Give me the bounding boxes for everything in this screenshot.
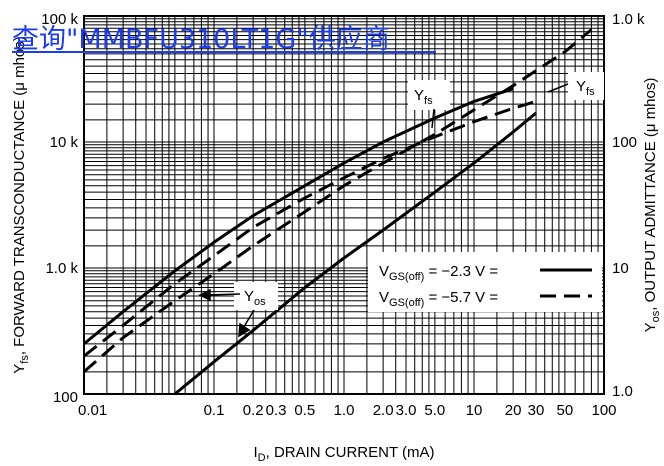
plot-grid bbox=[84, 16, 604, 394]
y-left-tick-labels: 100 1.0 k 10 k 100 k bbox=[41, 11, 78, 406]
annotation-box bbox=[568, 72, 604, 100]
y-right-tick-label: 100 bbox=[612, 134, 637, 151]
y-right-tick-label: 1.0 bbox=[612, 383, 633, 400]
x-tick-label: 30 bbox=[528, 402, 545, 419]
y-right-tick-label: 1.0 k bbox=[612, 11, 645, 28]
x-tick-label: 5.0 bbox=[424, 402, 445, 419]
x-tick-labels: 0.01 0.1 0.2 0.3 0.5 1.0 2.0 3.0 5.0 10 20 30 50 100 bbox=[78, 402, 617, 419]
y-left-tick-label: 100 bbox=[53, 389, 78, 406]
watermark-text[interactable]: 查询"MMBFU310LT1G"供应商 bbox=[12, 24, 390, 55]
annotation-yfs-right: Yfs bbox=[568, 72, 604, 100]
y-left-tick-label: 10 k bbox=[50, 134, 79, 151]
series-line-0 bbox=[83, 87, 514, 346]
annotation-yos: Yos bbox=[234, 282, 278, 310]
legend-entry-dashed: VGS(off) = −5.7 V = bbox=[379, 289, 498, 309]
x-axis-label: ID, DRAIN CURRENT (mA) bbox=[253, 444, 434, 464]
annotation-box bbox=[408, 80, 450, 110]
leader-yos-to-dashed bbox=[205, 293, 241, 296]
curves bbox=[83, 28, 593, 396]
annotation-yos-label: Yos bbox=[244, 288, 266, 308]
leader-yfs-left bbox=[431, 108, 435, 129]
legend: VGS(off) = −2.3 V = VGS(off) = −5.7 V = bbox=[368, 252, 602, 312]
y-left-axis-label: Yfs, FORWARD TRANSCONDUCTANCE (μ mhos) bbox=[11, 36, 31, 374]
y-left-tick-label: 1.0 k bbox=[45, 260, 78, 277]
x-tick-label: 50 bbox=[557, 402, 574, 419]
x-tick-label: 0.01 bbox=[78, 402, 107, 419]
series-line-1 bbox=[83, 99, 537, 358]
x-tick-label: 20 bbox=[505, 402, 522, 419]
legend-entry-solid: VGS(off) = −2.3 V = bbox=[379, 263, 498, 283]
y-right-tick-labels: 1.0 10 100 1.0 k bbox=[612, 11, 645, 400]
x-tick-label: 2.0 bbox=[373, 402, 394, 419]
watermark-link[interactable]: 查询"MMBFU310LT1G"供应商 bbox=[12, 24, 436, 55]
annotation-box bbox=[234, 282, 278, 310]
arrow-head-yos-solid bbox=[238, 322, 251, 338]
series-line-3 bbox=[83, 28, 593, 373]
annotation-yfs-right-label: Yfs bbox=[576, 78, 595, 98]
y-left-tick-label: 100 k bbox=[41, 11, 78, 28]
plot-frame bbox=[83, 15, 605, 395]
annotation-yfs-left-label: Yfs bbox=[414, 87, 433, 107]
series-line-2 bbox=[173, 111, 537, 396]
annotation-leaders bbox=[198, 83, 569, 338]
leader-yfs-right bbox=[547, 83, 569, 93]
x-tick-label: 1.0 bbox=[334, 402, 355, 419]
x-tick-label: 0.3 bbox=[266, 402, 287, 419]
arrow-head-yos-dashed bbox=[198, 288, 211, 302]
x-tick-label: 0.1 bbox=[204, 402, 225, 419]
legend-box bbox=[368, 252, 602, 312]
x-tick-label: 100 bbox=[591, 402, 616, 419]
x-tick-label: 0.5 bbox=[294, 402, 315, 419]
x-tick-label: 3.0 bbox=[396, 402, 417, 419]
y-right-axis-label: Yos, OUTPUT ADMITTANCE (μ mhos) bbox=[642, 78, 662, 333]
y-right-tick-label: 10 bbox=[612, 260, 629, 277]
annotation-yfs-left: Yfs bbox=[408, 80, 450, 110]
x-tick-label: 10 bbox=[466, 402, 483, 419]
x-tick-label: 0.2 bbox=[243, 402, 264, 419]
